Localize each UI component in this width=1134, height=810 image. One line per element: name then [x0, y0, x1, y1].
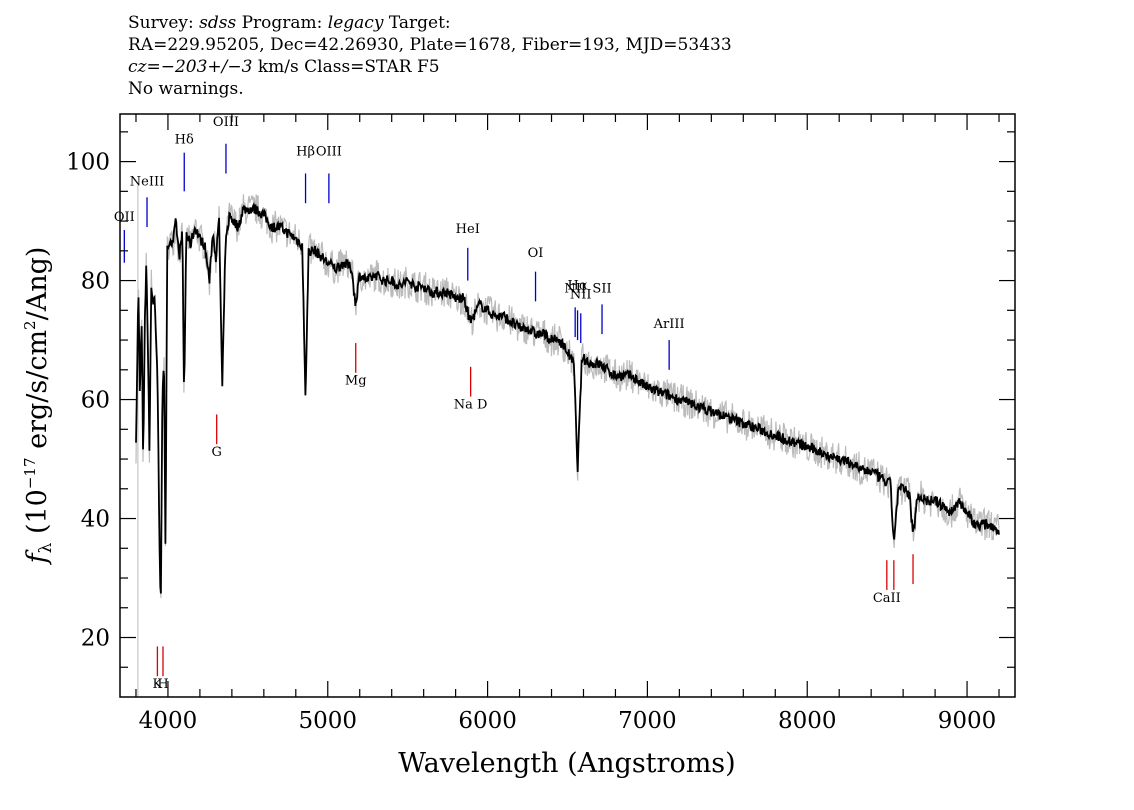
survey-label: Survey: — [128, 13, 194, 33]
line-label: NII — [570, 287, 592, 302]
error-series-line — [135, 194, 1000, 598]
program-value: legacy — [327, 13, 384, 33]
y-axis-label: fλ (10−17 erg/s/cm2/Ang) — [21, 247, 56, 566]
line-label: ArIII — [653, 317, 685, 332]
error-band — [135, 185, 1000, 697]
spectrum-header: Survey: sdss Program: legacy Target: RA=… — [128, 12, 732, 100]
line-label: OI — [528, 246, 544, 261]
axis-ticks: 4000 5000 6000 7000 8000 9000 20 40 60 80 100 — [66, 114, 1015, 734]
y-tick-label: 40 — [81, 507, 110, 533]
line-label: NeIII — [130, 174, 164, 189]
line-label: Mg — [345, 374, 367, 389]
line-label: Hδ — [175, 133, 194, 148]
line-label: Hβ — [296, 145, 315, 160]
flux-series — [135, 201, 1000, 594]
x-tick-label: 9000 — [938, 708, 997, 734]
y-tick-label: 60 — [81, 388, 110, 414]
y-tick-label: 20 — [81, 626, 110, 652]
line-label: OII — [114, 210, 135, 225]
cz-unit: km/s Class=STAR F5 — [257, 57, 440, 77]
line-label: HeI — [456, 222, 480, 237]
plot-frame — [119, 113, 1016, 698]
flux-series-line — [135, 201, 1000, 594]
x-tick-label: 6000 — [458, 708, 517, 734]
x-tick-label: 4000 — [139, 708, 198, 734]
x-tick-label: 7000 — [618, 708, 677, 734]
y-tick-label: 100 — [66, 150, 110, 176]
cz-label: cz — [128, 57, 147, 77]
x-axis-label: Wavelength (Angstroms) — [398, 748, 735, 779]
line-label: K — [153, 677, 163, 692]
line-label: Na D — [454, 397, 488, 412]
y-tick-label: 80 — [81, 269, 110, 295]
header-line-3: cz=−203+/−3 km/s Class=STAR F5 — [128, 56, 732, 78]
x-tick-label: 8000 — [778, 708, 837, 734]
header-line-1: Survey: sdss Program: legacy Target: — [128, 12, 732, 34]
x-tick-label: 5000 — [298, 708, 357, 734]
line-label: OIII — [316, 145, 342, 160]
line-label: NII — [564, 281, 586, 296]
line-label: H — [157, 677, 168, 692]
cz-value: =−203+/−3 — [146, 57, 253, 77]
line-label: G — [211, 445, 221, 460]
line-label: CaII — [873, 591, 901, 606]
line-label: OIII — [213, 115, 239, 130]
survey-value: sdss — [199, 13, 237, 33]
line-label: Hα — [568, 278, 588, 293]
line-label: SII — [592, 281, 611, 296]
header-line-2: RA=229.95205, Dec=42.26930, Plate=1678, … — [128, 35, 732, 55]
target-label: Target: — [388, 13, 451, 33]
program-label: Program: — [241, 13, 323, 33]
header-line-4: No warnings. — [128, 79, 244, 99]
